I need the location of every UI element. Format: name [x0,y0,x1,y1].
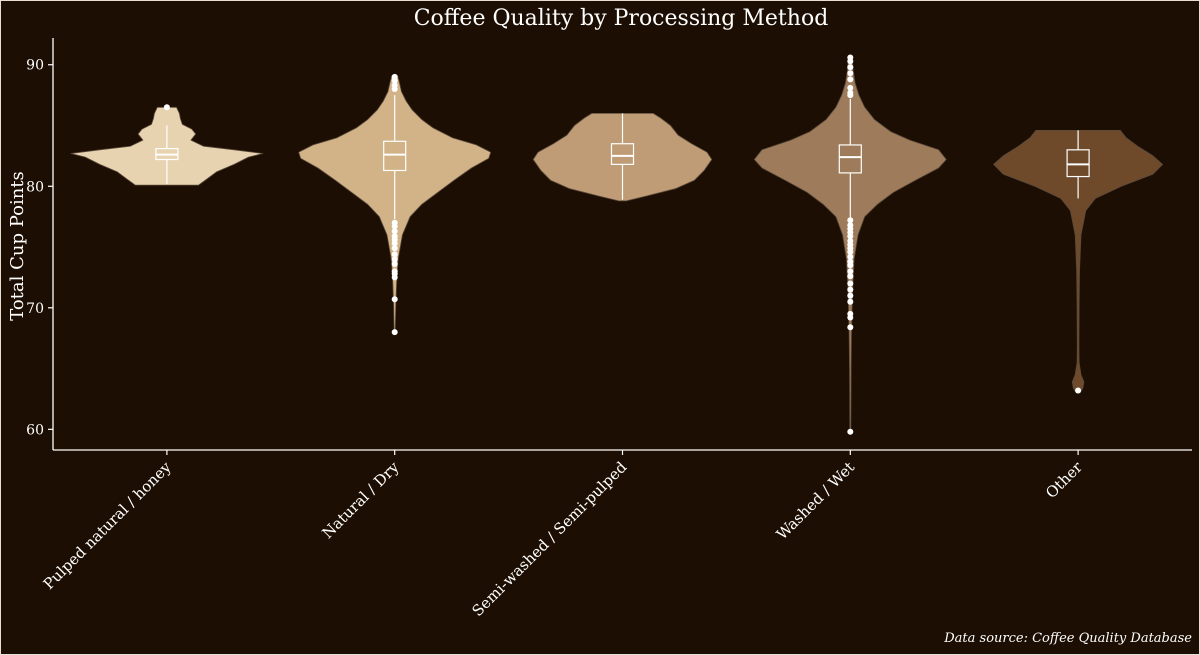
outlier-point [847,292,854,299]
outlier-point [847,58,854,65]
box-iqr [838,144,862,174]
outlier-point [1075,387,1082,394]
outlier-point [391,251,398,258]
outlier-point [847,253,854,260]
outlier-point [847,262,854,269]
outlier-point [847,280,854,287]
plot-area: 60 70 80 90 Pulped natural / honey Natural / … [26,38,1192,620]
y-axis-label: Total Cup Points [7,171,28,321]
outlier-point [847,64,854,71]
outlier-point [847,298,854,305]
outlier-point [847,233,854,240]
x-tick-label: Pulped natural / honey [40,458,175,593]
data-source-caption: Data source: Coffee Quality Database [943,631,1192,646]
outlier-point [391,77,398,84]
outlier-point [847,84,854,91]
box-iqr [383,140,407,172]
outlier-point [391,274,398,281]
outlier-point [391,240,398,247]
outlier-point [391,261,398,268]
y-tick-label: 90 [26,58,44,74]
y-tick-label: 80 [26,179,44,195]
x-tick-label: Semi-washed / Semi-pulped [469,458,631,620]
outlier-point [847,273,854,280]
y-tick-label: 60 [26,422,44,438]
outlier-point [847,324,854,331]
outlier-point [391,256,398,263]
x-tick-label: Washed / Wet [773,458,858,543]
outlier-point [847,268,854,275]
box-iqr [1066,149,1090,178]
box-iqr [610,143,635,165]
outlier-point [847,428,854,435]
outlier-point [847,76,854,83]
x-tick-label: Natural / Dry [318,458,402,542]
outlier-point [391,228,398,235]
outlier-point [163,104,170,111]
outlier-point [391,329,398,336]
outlier-point [391,223,398,230]
outlier-point [847,92,854,99]
chart-title: Coffee Quality by Processing Method [414,6,829,31]
outlier-point [847,286,854,293]
outlier-point [847,217,854,224]
outlier-point [391,296,398,303]
outlier-point [391,245,398,252]
outlier-point [847,314,854,321]
outlier-point [847,248,854,255]
violin-shape [993,130,1163,394]
outlier-point [391,86,398,93]
y-tick-label: 70 [26,301,44,317]
outlier-point [847,70,854,77]
x-tick-label: Other [1042,458,1086,502]
